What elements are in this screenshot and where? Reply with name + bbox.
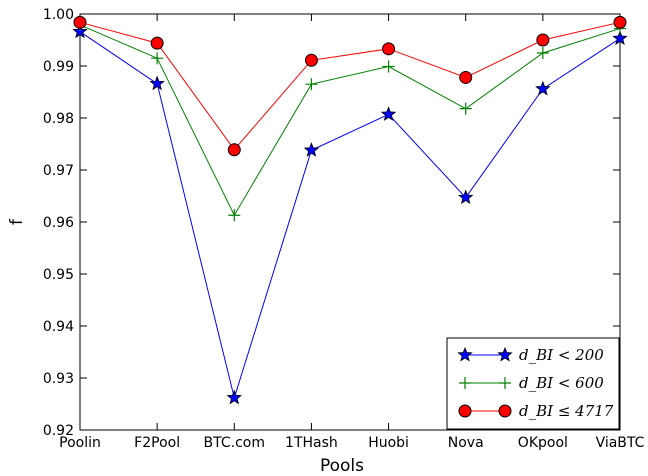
legend-marker bbox=[457, 346, 473, 362]
legend-marker bbox=[459, 377, 471, 389]
series-star bbox=[72, 23, 628, 405]
data-point bbox=[613, 15, 627, 29]
y-axis-ticks: 0.92 0.93 0.94 0.95 0.96 0.97 0.98 0.99 1.00 bbox=[43, 7, 620, 439]
data-point bbox=[536, 33, 550, 47]
data-point bbox=[150, 36, 164, 50]
x-axis-ticks: Poolin F2Pool BTC.com 1THash Huobi Nova OKpool… bbox=[59, 14, 645, 451]
y-tick-label: 0.97 bbox=[43, 163, 74, 179]
data-point bbox=[151, 52, 164, 65]
data-point bbox=[459, 70, 473, 84]
legend-marker bbox=[499, 377, 511, 389]
y-tick-label: 0.93 bbox=[43, 371, 74, 387]
y-tick-label: 0.95 bbox=[43, 267, 74, 283]
x-tick-label: BTC.com bbox=[204, 435, 265, 451]
x-tick-label: ViaBTC bbox=[596, 435, 645, 451]
legend: d_BI < 200 d_BI < 600 d_BI ≤ 4717 bbox=[446, 337, 620, 430]
data-point bbox=[382, 60, 395, 73]
data-point bbox=[227, 143, 241, 157]
y-tick-label: 0.98 bbox=[43, 111, 74, 127]
data-point bbox=[149, 75, 165, 91]
x-tick-label: OKpool bbox=[518, 435, 568, 451]
data-point bbox=[458, 189, 474, 205]
y-tick-label: 0.99 bbox=[43, 59, 74, 75]
data-point bbox=[303, 142, 320, 157]
legend-item: d_BI < 200 bbox=[457, 346, 604, 364]
data-point bbox=[536, 47, 549, 59]
data-point bbox=[73, 15, 87, 29]
y-tick-label: 0.94 bbox=[43, 319, 74, 335]
data-point bbox=[382, 42, 396, 56]
series-line bbox=[79, 21, 621, 151]
x-tick-label: F2Pool bbox=[134, 435, 180, 451]
data-point bbox=[380, 106, 397, 121]
series-circle bbox=[73, 15, 627, 157]
series-line bbox=[79, 31, 621, 400]
y-tick-label: 1.00 bbox=[43, 7, 74, 23]
data-point bbox=[535, 80, 551, 96]
data-point bbox=[228, 209, 241, 222]
legend-item: d_BI ≤ 4717 bbox=[458, 402, 614, 420]
legend-label: d_BI ≤ 4717 bbox=[519, 402, 614, 420]
legend-marker bbox=[497, 346, 513, 362]
y-tick-label: 0.92 bbox=[43, 423, 74, 439]
data-point bbox=[612, 30, 628, 45]
series-layer bbox=[72, 15, 628, 405]
data-point bbox=[459, 102, 472, 115]
legend-marker bbox=[498, 404, 512, 418]
data-point bbox=[304, 53, 318, 67]
x-tick-label: Nova bbox=[448, 435, 484, 451]
x-tick-label: 1THash bbox=[285, 435, 338, 451]
data-point bbox=[226, 389, 242, 405]
x-tick-label: Poolin bbox=[59, 435, 101, 451]
legend-marker bbox=[458, 404, 472, 418]
legend-label: d_BI < 600 bbox=[519, 374, 604, 392]
y-tick-label: 0.96 bbox=[43, 215, 74, 231]
data-point bbox=[72, 23, 88, 39]
series-line bbox=[79, 24, 621, 217]
x-tick-label: Huobi bbox=[368, 435, 409, 451]
x-axis-label: Pools bbox=[320, 456, 364, 476]
y-axis-label: f bbox=[7, 218, 27, 225]
data-point bbox=[305, 78, 318, 91]
legend-label: d_BI < 200 bbox=[519, 346, 604, 364]
legend-item: d_BI < 600 bbox=[459, 374, 604, 392]
